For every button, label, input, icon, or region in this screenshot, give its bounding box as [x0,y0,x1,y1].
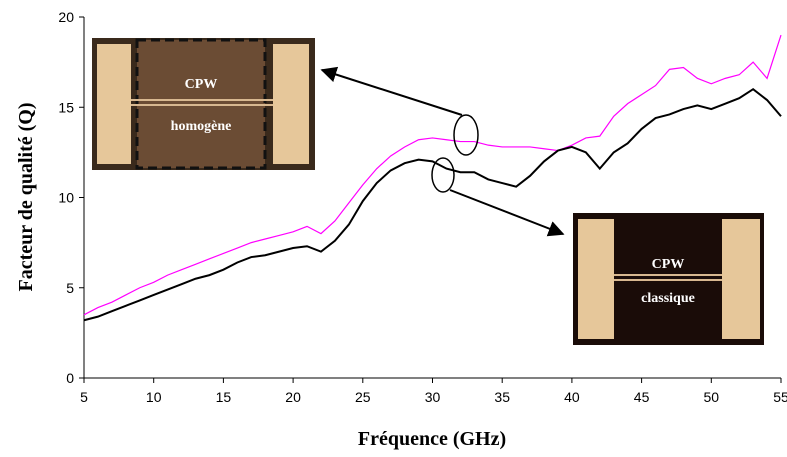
strip [614,279,722,281]
x-tick-label: 5 [80,389,88,405]
x-tick-label: 25 [355,389,371,405]
x-tick-label: 15 [216,389,232,405]
y-tick-label: 0 [66,370,74,386]
inset-label: CPW [652,257,685,272]
highlight-ellipse [453,114,479,156]
pad [97,44,131,164]
strip [614,274,722,276]
x-tick-label: 10 [146,389,162,405]
pad [273,44,309,164]
inset-label: CPW [185,77,218,92]
x-tick-label: 40 [564,389,580,405]
y-tick-label: 10 [58,190,74,206]
inset-homogene: CPW homogène [92,38,315,170]
pad [722,219,760,339]
inset-classique: CPW classique [573,213,764,345]
strip [131,99,273,101]
strip [131,104,273,106]
arrow [320,66,463,116]
series-line [83,87,782,322]
y-tick-label: 5 [66,280,74,296]
x-tick-label: 20 [285,389,301,405]
x-tick-label: 45 [634,389,650,405]
inset-label: classique [641,291,695,306]
x-tick-label: 35 [494,389,510,405]
x-axis-label: Fréquence (GHz) [358,428,506,450]
arrow [449,189,565,237]
x-tick-label: 50 [704,389,720,405]
series-line [83,34,782,316]
pad [578,219,614,339]
y-tick-label: 20 [58,9,74,25]
x-tick-label: 30 [425,389,441,405]
y-axis-label: Facteur de qualité (Q) [15,102,37,291]
inset-label: homogène [171,119,232,134]
y-tick-label: 15 [58,99,74,115]
x-tick-label: 55 [773,389,787,405]
highlight-ellipse [431,157,455,193]
